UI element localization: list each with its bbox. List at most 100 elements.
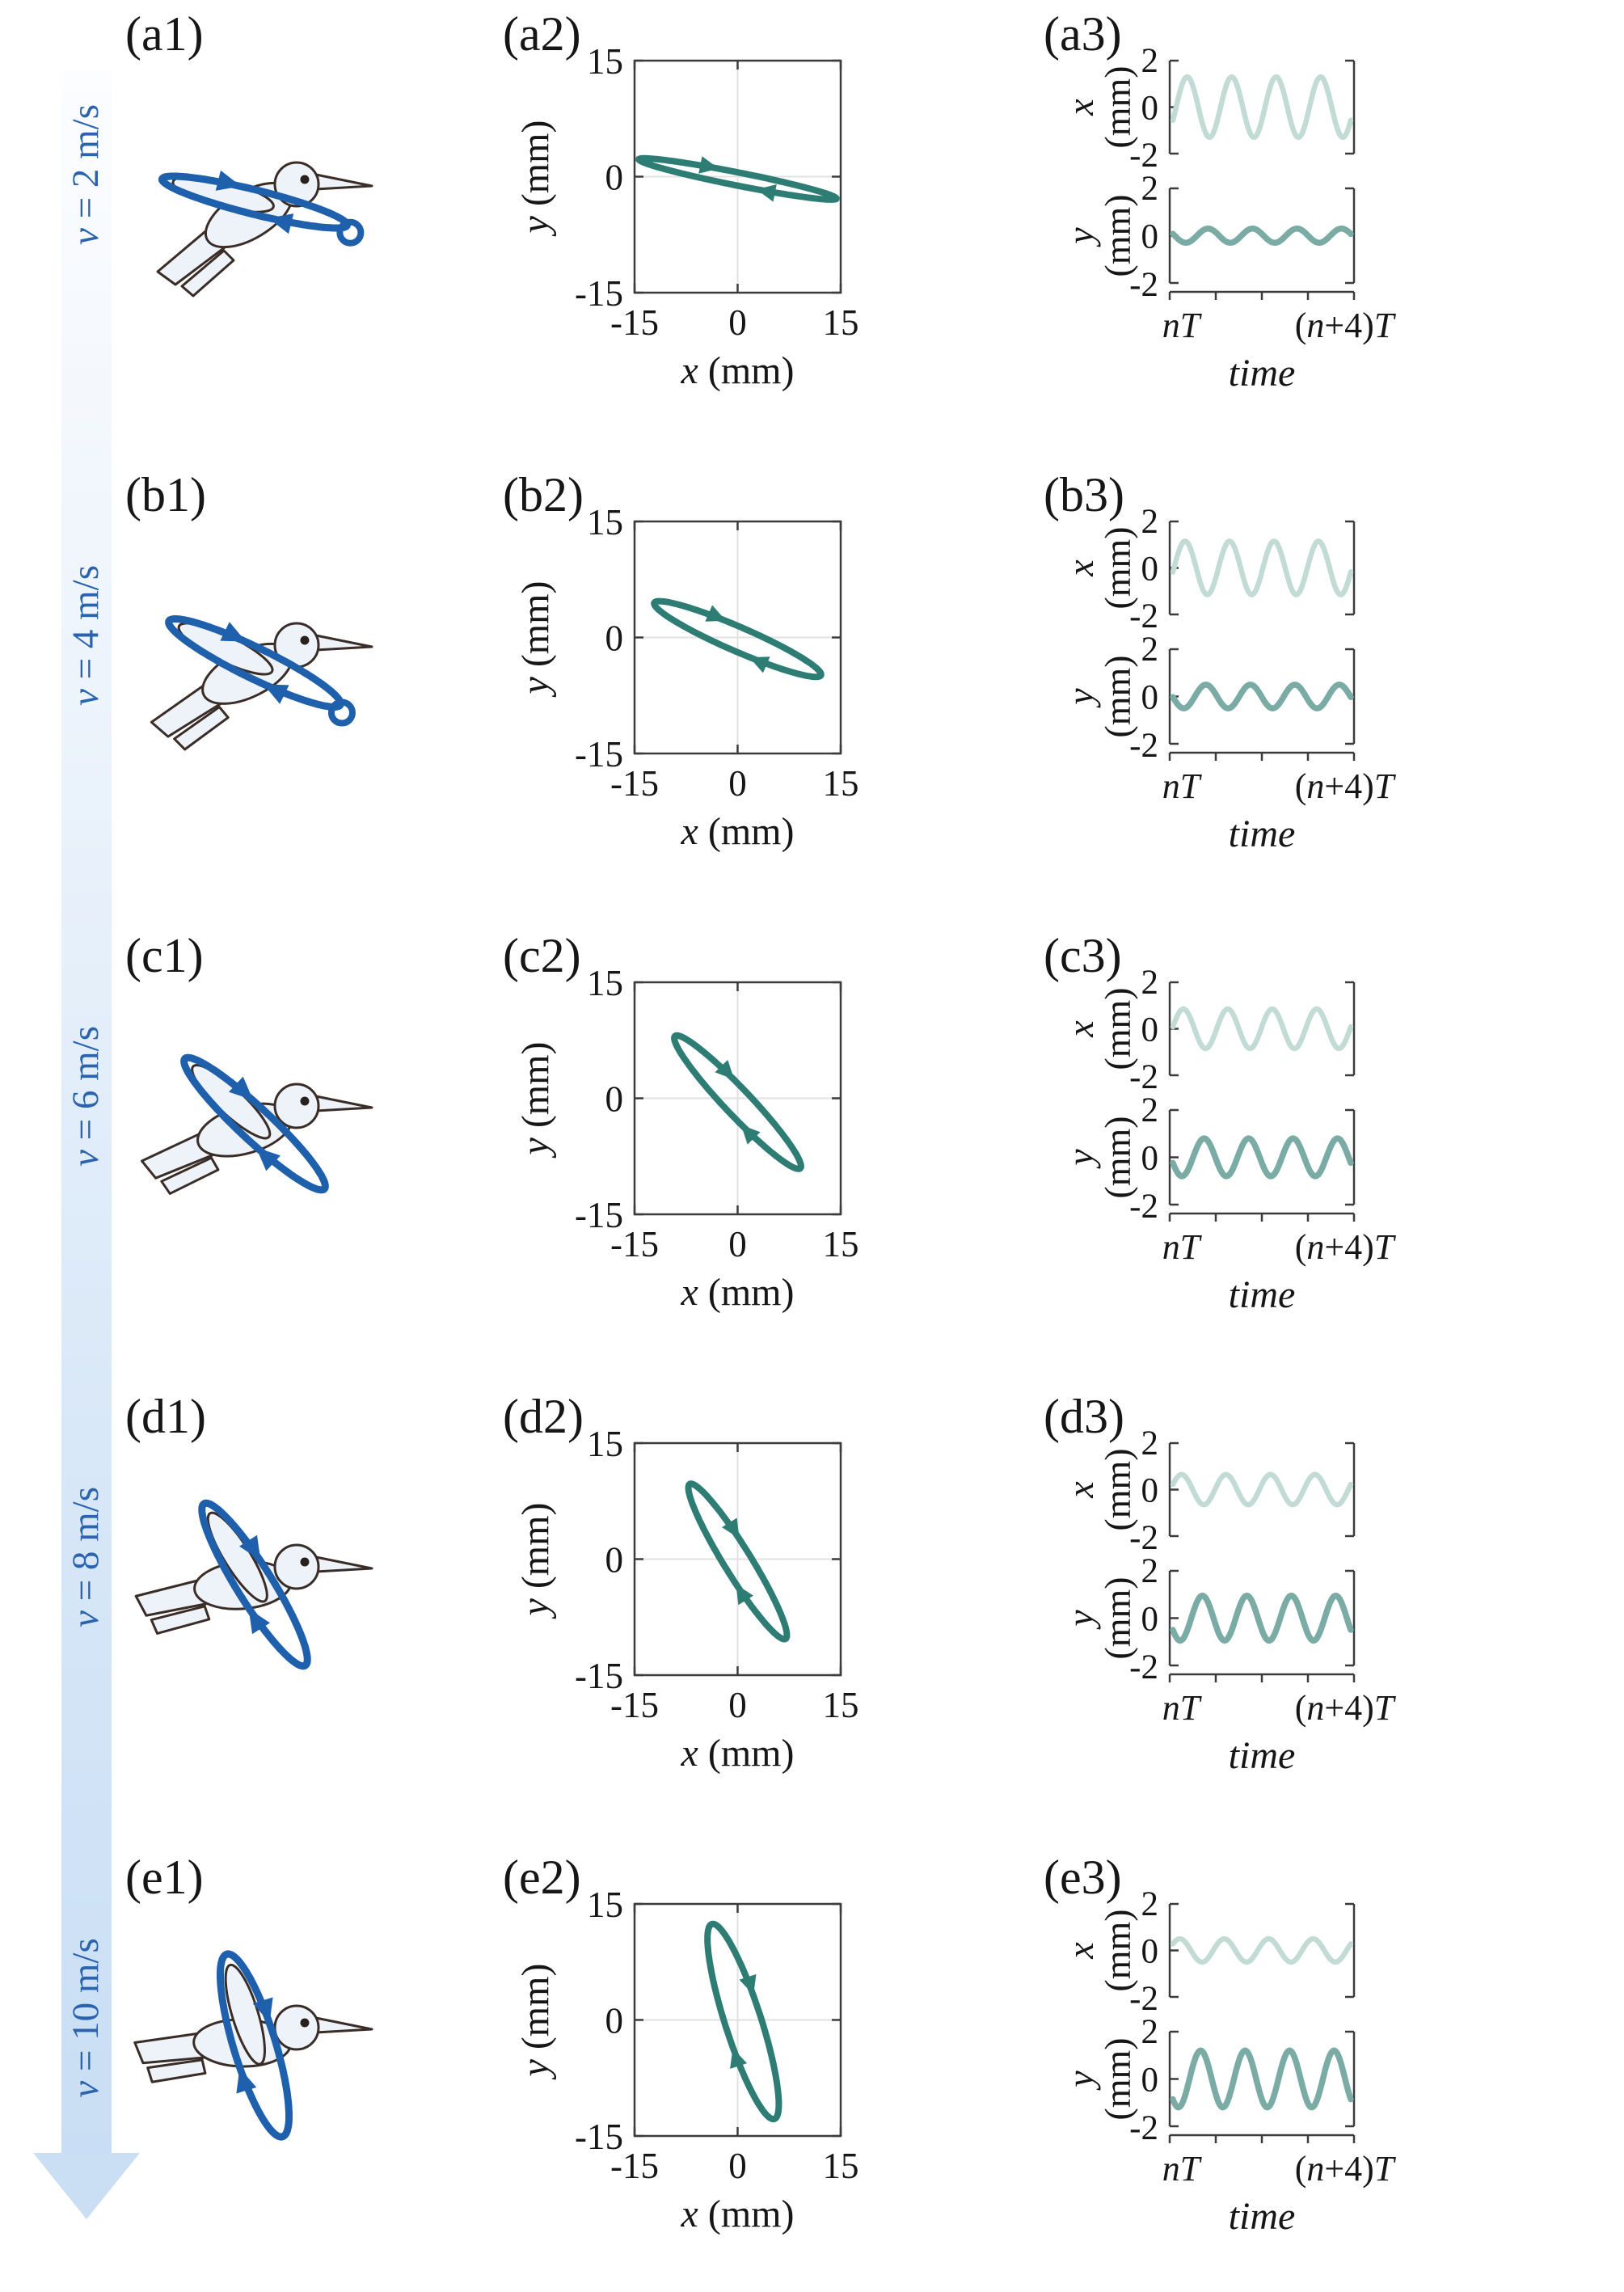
- path-direction-arrow-icon: [749, 656, 770, 673]
- ytick-label: 2: [1141, 1885, 1159, 1923]
- wingtip-loop-curl: [327, 699, 356, 727]
- xtick-label: 15: [823, 1685, 859, 1725]
- xtick-label: 0: [728, 2146, 747, 2186]
- ytick-label: -15: [575, 2117, 623, 2157]
- path-direction-arrow-icon: [698, 156, 719, 174]
- ytick-label: 2: [1141, 964, 1159, 1002]
- xy-axes: 15 0 -15-15 0 15 y (mm) x (mm): [514, 1885, 859, 2235]
- bird-beak: [314, 1555, 373, 1573]
- y-axis-label: y (mm): [514, 120, 557, 238]
- path-direction-arrow-icon: [705, 605, 726, 622]
- panel-label-col1: (d1): [125, 1390, 206, 1443]
- ytick-label: 0: [1141, 218, 1159, 256]
- xy-axes: 15 0 -15-15 0 15 y (mm) x (mm): [514, 963, 859, 1314]
- xtick-label: -15: [610, 1224, 659, 1264]
- xtick-label: -15: [610, 302, 659, 343]
- ts-ylabel-var: y: [1060, 1610, 1101, 1630]
- y-displacement-curve: [1170, 225, 1354, 247]
- velocity-label: v = 10 m/s: [65, 1938, 108, 2098]
- speed-arrow-shaft: [61, 71, 112, 2153]
- panel-label-col2: (b2): [503, 468, 584, 521]
- loop-direction-arrow-icon: [268, 213, 294, 234]
- panel-label-col2: (c2): [503, 929, 581, 982]
- ytick-label: -2: [1129, 1648, 1158, 1686]
- path-direction-arrow-icon: [722, 1517, 740, 1539]
- y-axis-label: y (mm): [514, 1503, 557, 1620]
- path-direction-arrow-icon: [730, 2048, 748, 2069]
- panel-label-col2: (d2): [503, 1390, 584, 1443]
- wingtip-loop: [165, 614, 344, 711]
- loop-direction-arrow-icon: [252, 1997, 273, 2023]
- y-displacement-curve: [1170, 2047, 1354, 2111]
- xtick-label: 0: [728, 1224, 747, 1264]
- y-axis-label: y (mm): [514, 1042, 557, 1159]
- xtick-label: -15: [610, 1685, 659, 1725]
- ts-subplot: 2 0 -2 x(mm): [1060, 1425, 1356, 1557]
- xy-trajectory-plot: 15 0 -15-15 0 15 y (mm) x (mm): [514, 1424, 859, 1775]
- ytick-label: 0: [605, 2001, 624, 2041]
- path-direction-arrow-icon: [739, 1973, 757, 1995]
- panel-label-col3: (d3): [1044, 1390, 1124, 1443]
- panel-label-col3: (e3): [1044, 1851, 1122, 1904]
- bird-head: [273, 1083, 320, 1129]
- bird-beak: [314, 634, 373, 652]
- ts-ylabel-var: x: [1060, 559, 1101, 577]
- bird-tail: [146, 2058, 207, 2083]
- ytick-label: -2: [1129, 597, 1158, 635]
- time-tick-right: (n+4)T: [1295, 2149, 1397, 2189]
- ytick-label: 15: [587, 1885, 623, 1925]
- x-displacement-curve: [1170, 1471, 1354, 1508]
- xy-trajectory-plot: 15 0 -15-15 0 15 y (mm) x (mm): [514, 502, 859, 853]
- time-axis: nT (n+4)T time: [1162, 2134, 1397, 2238]
- bird-tail: [160, 1156, 220, 1195]
- wingtip-loop: [217, 1950, 293, 2141]
- ytick-label: -2: [1129, 727, 1158, 765]
- time-tick-left: nT: [1162, 1227, 1203, 1267]
- time-axis-label: time: [1229, 1734, 1296, 1777]
- ts-ylabel-var: y: [1060, 688, 1101, 708]
- speed-arrow-head-icon: [33, 2153, 140, 2219]
- panel-label-col1: (e1): [125, 1851, 204, 1904]
- ts-ylabel-unit: (mm): [1097, 1448, 1138, 1530]
- ytick-label: 15: [587, 41, 623, 82]
- loop-direction-arrow-icon: [215, 170, 241, 191]
- figure-row: (a1) (a2) (a3) v = 2 m/s 15 0 -15 -15 0 15 y (…: [0, 0, 1624, 461]
- x-axis-label: x (mm): [681, 2193, 795, 2235]
- time-axis: nT (n+4)T time: [1162, 1212, 1397, 1316]
- ts-ylabel-var: x: [1060, 1481, 1101, 1499]
- ts-subplot: 2 0 -2 y(mm): [1060, 631, 1356, 765]
- ytick-label: 2: [1141, 42, 1159, 80]
- bird-eye: [300, 1096, 310, 1106]
- wingtip-path: [651, 597, 825, 681]
- xy-axes: 15 0 -15-15 0 15 y (mm) x (mm): [514, 1424, 859, 1775]
- ts-ylabel-unit: (mm): [1097, 1116, 1138, 1198]
- wingtip-loop: [158, 172, 351, 232]
- velocity-label: v = 6 m/s: [65, 1025, 108, 1167]
- bird-wingtip-schematic: [134, 1499, 373, 1670]
- path-direction-arrow-icon: [756, 184, 777, 202]
- ts-subplot: 2 0 -2 x(mm): [1060, 1885, 1356, 2018]
- ytick-label: 2: [1141, 1552, 1159, 1590]
- ts-subplot: 2 0 -2 x(mm): [1060, 503, 1356, 635]
- panel-label-col2: (e2): [503, 1851, 581, 1904]
- y-axis-label: y (mm): [514, 1964, 557, 2081]
- ts-ylabel-unit: (mm): [1097, 655, 1138, 737]
- velocity-label-wrap: v = 10 m/s: [29, 1843, 142, 2193]
- wingtip-path: [704, 1920, 782, 2123]
- wingtip-loop: [180, 1053, 329, 1194]
- time-axis: nT (n+4)T time: [1162, 290, 1397, 395]
- x-axis-label: x (mm): [681, 1271, 795, 1314]
- ytick-label: 0: [1141, 679, 1159, 717]
- xtick-label: 15: [823, 2146, 859, 2186]
- time-tick-left: nT: [1162, 1688, 1203, 1728]
- ytick-label: 0: [1141, 1140, 1159, 1178]
- ts-ylabel-var: x: [1060, 99, 1101, 116]
- velocity-label-wrap: v = 8 m/s: [29, 1382, 142, 1732]
- bird-beak: [314, 1095, 373, 1112]
- xtick-label: 15: [823, 1224, 859, 1264]
- time-axis-label: time: [1229, 1273, 1296, 1316]
- bird-body-group: [133, 2018, 293, 2083]
- time-tick-left: nT: [1162, 766, 1203, 806]
